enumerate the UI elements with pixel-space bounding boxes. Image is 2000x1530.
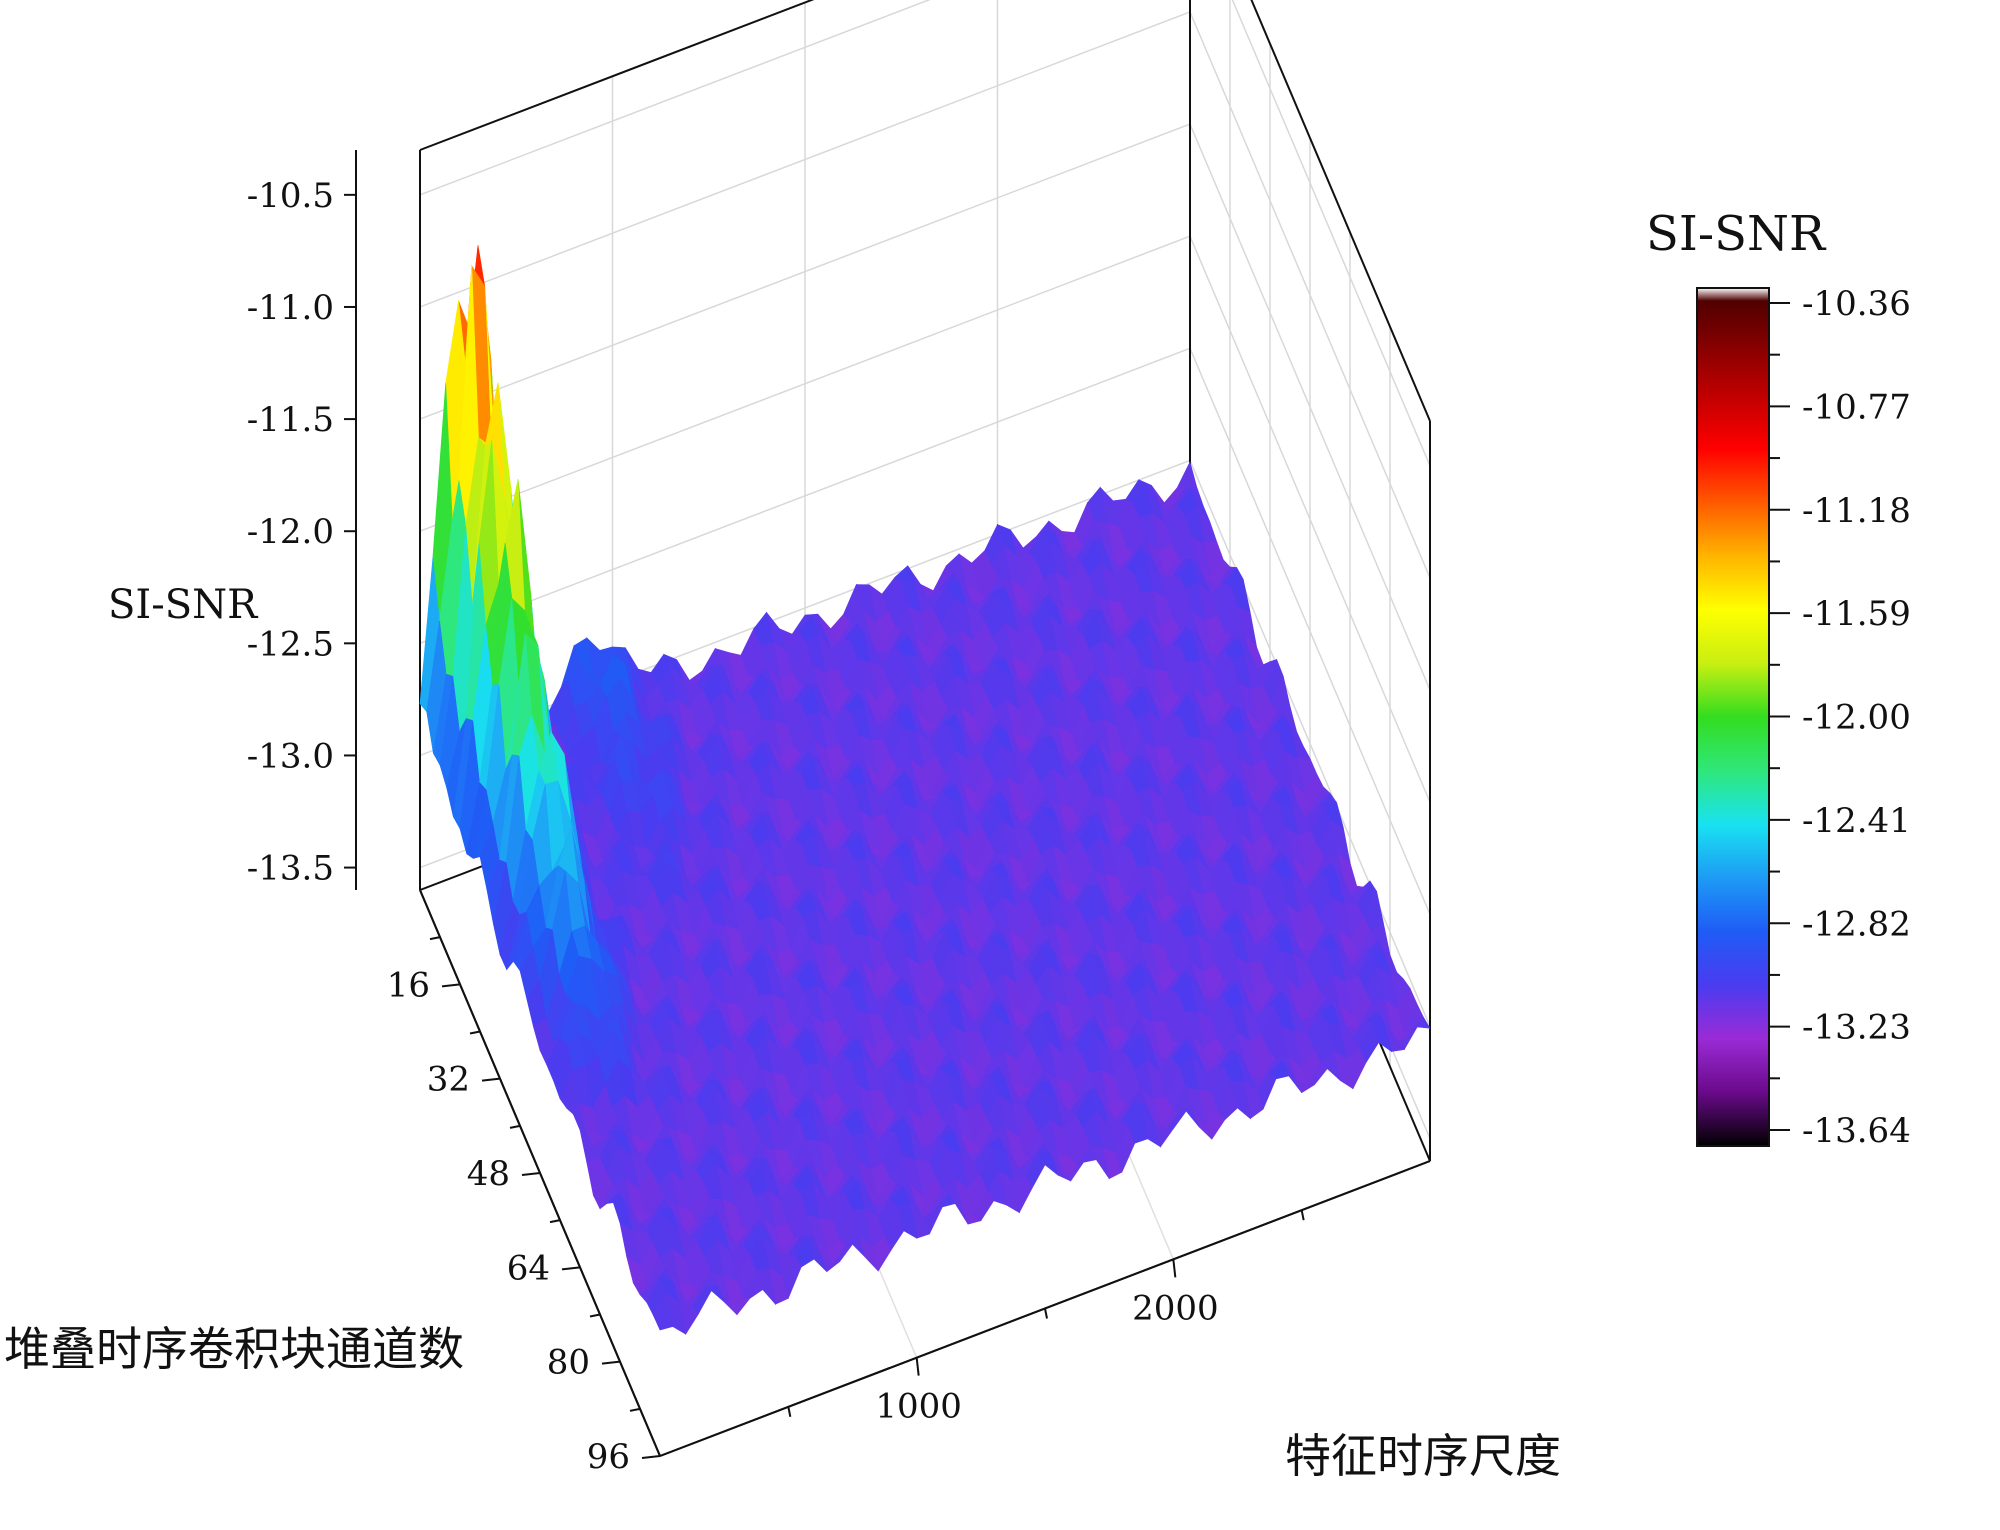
- colorbar-tick-label: -11.59: [1802, 594, 1911, 634]
- z-tick-label: -10.5: [247, 176, 334, 216]
- x-axis-tick: [915, 1357, 920, 1376]
- colorbar-bar: [1696, 287, 1770, 1147]
- z-tick-label: -11.5: [247, 400, 334, 440]
- surface-plot: [419, 245, 1431, 1335]
- z-tick-label: -11.0: [247, 288, 334, 328]
- z-axis-title: SI-SNR: [108, 582, 259, 628]
- surface-facet: [652, 1291, 674, 1331]
- y-axis-tick: [601, 1360, 621, 1365]
- x-axis-minor-tick: [1044, 1308, 1048, 1319]
- back-wall-gridline: [419, 123, 1191, 420]
- colorbar: SI-SNR -10.36 -10.77 -11.18 -11.59 -12.00 -12…: [1646, 206, 1911, 1151]
- z-tick-label: -13.0: [247, 736, 334, 776]
- y-tick-label: 48: [467, 1154, 510, 1194]
- colorbar-tick-label: -12.41: [1802, 801, 1911, 841]
- z-tick-label: -12.5: [247, 624, 334, 664]
- box-edge: [419, 0, 815, 151]
- y-axis-minor-tick: [589, 1313, 601, 1318]
- y-axis-tick: [441, 983, 461, 988]
- y-tick-label: 96: [587, 1437, 630, 1477]
- back-wall-gridline: [419, 235, 1191, 532]
- y-axis-tick: [641, 1455, 661, 1459]
- colorbar-tick-label: -10.36: [1802, 284, 1911, 324]
- x-axis-tick: [1172, 1259, 1177, 1278]
- colorbar-tick-label: -13.64: [1802, 1111, 1911, 1151]
- x-axis-minor-tick: [787, 1406, 792, 1418]
- surface-facet: [1176, 461, 1198, 491]
- y-tick-label: 80: [547, 1343, 590, 1383]
- colorbar-tick-label: -12.00: [1802, 698, 1911, 738]
- back-wall-gridline: [419, 0, 931, 196]
- box-edge: [1250, 0, 1431, 422]
- colorbar-title: SI-SNR: [1646, 206, 1827, 262]
- back-wall-gridline: [419, 459, 1191, 757]
- x-axis-title: 特征时序尺度: [1285, 1429, 1561, 1483]
- z-tick-label: -12.0: [247, 512, 334, 552]
- y-tick-label: 16: [387, 965, 430, 1005]
- x-tick-label: 2000: [1132, 1288, 1219, 1328]
- y-axis-minor-tick: [429, 936, 441, 941]
- colorbar-tick-label: -12.82: [1802, 904, 1911, 944]
- back-wall-gridline: [419, 11, 1191, 308]
- x-tick-label: 1000: [875, 1387, 962, 1427]
- x-axis-minor-tick: [1300, 1209, 1305, 1221]
- y-axis-tick: [521, 1172, 541, 1176]
- colorbar-tick-label: -11.18: [1802, 491, 1911, 531]
- y-tick-label: 64: [507, 1248, 550, 1288]
- y-axis-tick: [481, 1077, 501, 1082]
- y-axis-title: 堆叠时序卷积块通道数: [4, 1322, 464, 1376]
- y-axis-minor-tick: [469, 1030, 481, 1035]
- colorbar-tick-label: -13.23: [1802, 1008, 1911, 1048]
- y-axis-minor-tick: [629, 1407, 641, 1412]
- x-axis: 1000 2000: [659, 1160, 1431, 1457]
- y-axis: 16 32 48 64 80 96: [387, 889, 661, 1477]
- y-axis-tick: [561, 1266, 581, 1271]
- colorbar-tick-label: -10.77: [1802, 387, 1911, 427]
- y-tick-label: 32: [427, 1060, 470, 1100]
- back-wall-gridline: [419, 347, 1191, 645]
- y-axis-minor-tick: [549, 1219, 561, 1224]
- y-axis-minor-tick: [509, 1124, 521, 1129]
- z-tick-label: -13.5: [247, 849, 334, 889]
- z-axis: -10.5 -11.0 -11.5 -12.0 -12.5 -13.0 -13.5: [247, 150, 357, 890]
